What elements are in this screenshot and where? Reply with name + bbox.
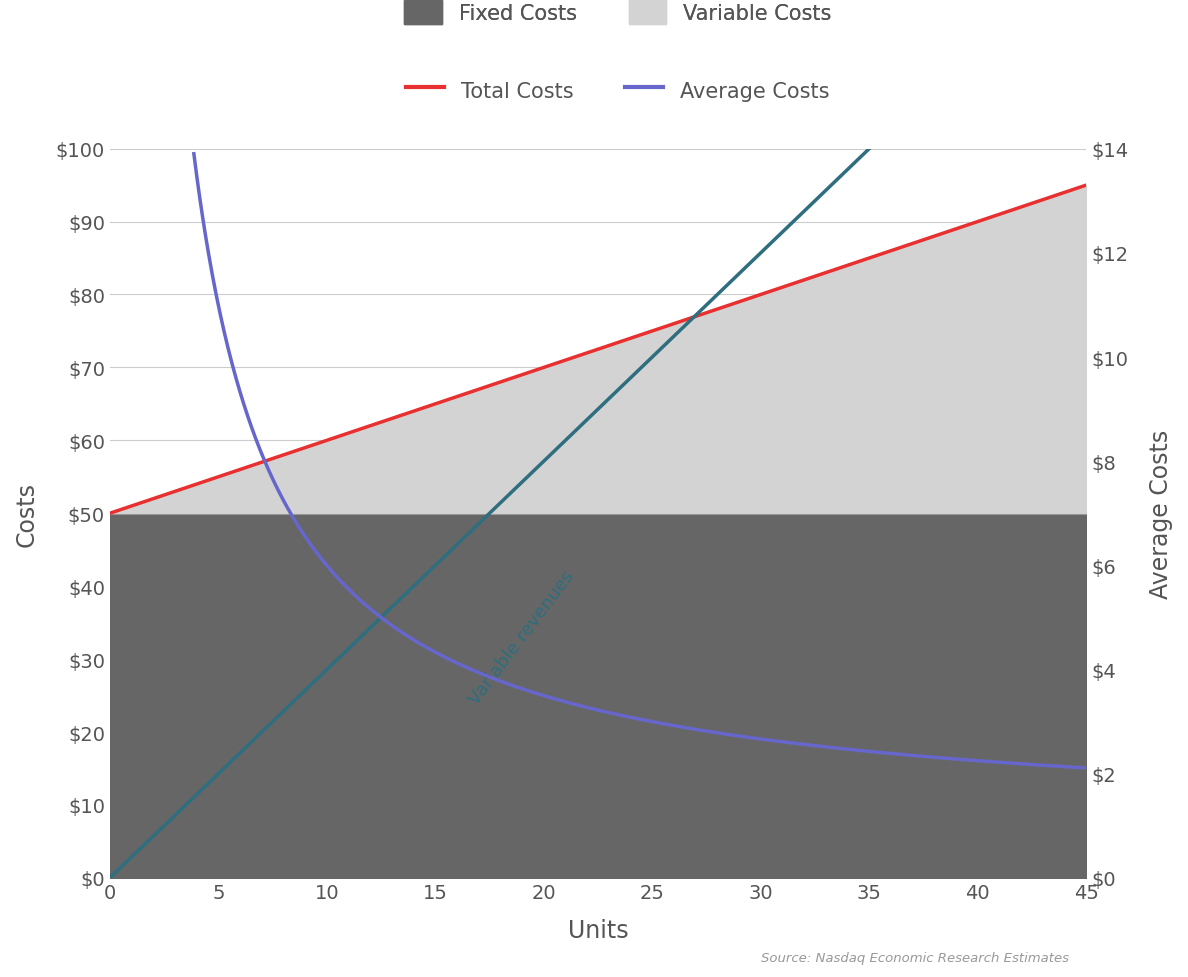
- Legend: Total Costs, Average Costs: Total Costs, Average Costs: [406, 79, 829, 103]
- Y-axis label: Average Costs: Average Costs: [1149, 429, 1173, 598]
- Text: Variable revenues: Variable revenues: [466, 568, 579, 708]
- X-axis label: Units: Units: [568, 918, 628, 943]
- Text: Source: Nasdaq Economic Research Estimates: Source: Nasdaq Economic Research Estimat…: [762, 952, 1069, 964]
- Y-axis label: Costs: Costs: [15, 482, 39, 546]
- Legend: Fixed Costs, Variable Costs: Fixed Costs, Variable Costs: [404, 1, 832, 24]
